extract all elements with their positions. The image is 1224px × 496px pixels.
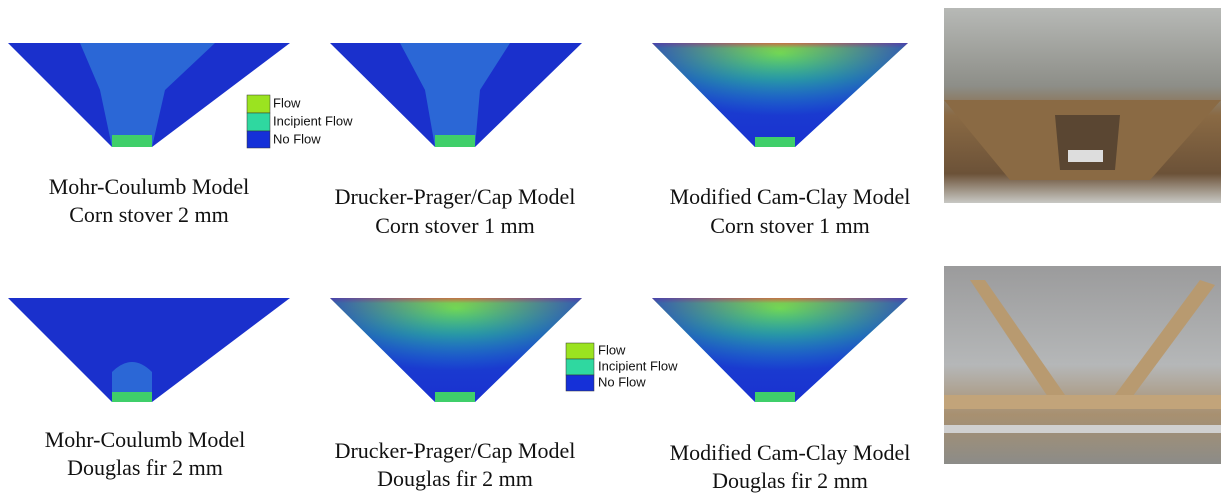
caption: Modified Cam-Clay Model (670, 184, 911, 209)
photo (944, 8, 1221, 203)
legend-label: Incipient Flow (598, 358, 678, 373)
panel-dp-corn (330, 43, 582, 147)
caption: Mohr-Coulumb Model (45, 427, 246, 452)
panel-mc-fir (8, 298, 290, 402)
panel-cc-fir (652, 298, 908, 402)
caption: Douglas fir 2 mm (377, 466, 533, 491)
caption: Mohr-Coulumb Model (49, 174, 250, 199)
caption: Modified Cam-Clay Model (670, 440, 911, 465)
legend-label: Flow (273, 95, 301, 110)
caption: Douglas fir 2 mm (67, 455, 223, 480)
caption: Corn stover 1 mm (375, 213, 535, 238)
panel-dp-fir (330, 298, 582, 402)
photo (944, 266, 1221, 464)
legend-label: Flow (598, 342, 626, 357)
caption: Corn stover 1 mm (710, 213, 870, 238)
legend-label: No Flow (598, 374, 646, 389)
legend: Flow Incipient Flow No Flow (247, 95, 353, 148)
legend-label: Incipient Flow (273, 113, 353, 128)
legend: Flow Incipient Flow No Flow (566, 342, 678, 391)
legend-label: No Flow (273, 131, 321, 146)
caption: Drucker-Prager/Cap Model (335, 184, 576, 209)
panel-cc-corn (652, 43, 908, 147)
caption: Douglas fir 2 mm (712, 468, 868, 493)
caption: Drucker-Prager/Cap Model (335, 438, 576, 463)
figure: Flow Incipient Flow No Flow Mohr-Coulumb… (0, 0, 1224, 496)
caption: Corn stover 2 mm (69, 202, 229, 227)
